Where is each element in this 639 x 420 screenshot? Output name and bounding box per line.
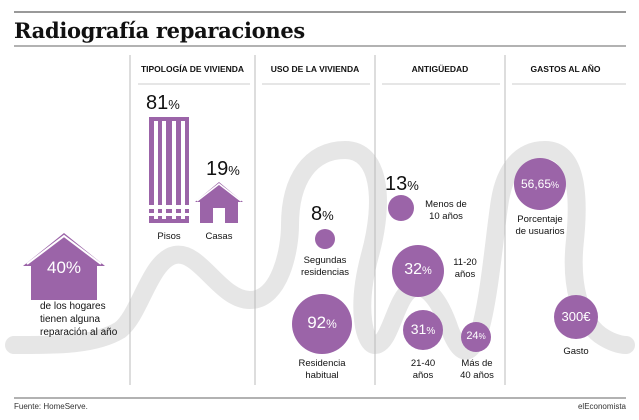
circle-segundas: [315, 229, 335, 249]
building-icon: [149, 117, 189, 223]
usuarios-label: Porcentaje de usuarios: [515, 214, 565, 237]
brand-logo: elEconomista: [577, 402, 626, 411]
segundas-label: Segundas residencias: [300, 255, 350, 278]
gasto-label: Gasto: [563, 346, 589, 357]
pisos-label: Pisos: [157, 231, 181, 242]
r11-20-label: 11-20 años: [453, 257, 477, 280]
circle-11-20: [392, 245, 444, 297]
habitual-label: Residencia habitual: [298, 358, 346, 381]
segundas-value: 8%: [311, 203, 334, 225]
circle-habitual: [292, 294, 352, 354]
header-tipologia: TIPOLOGÍA DE VIVIENDA: [140, 64, 245, 74]
menos10-value: 13%: [385, 173, 419, 195]
mas40-label: Más de 40 años: [460, 358, 494, 381]
circle-usuarios: [514, 158, 566, 210]
house-icon: [195, 182, 243, 223]
house-icon: [23, 233, 105, 300]
pisos-value: 81%: [146, 92, 180, 114]
casas-label: Casas: [205, 231, 233, 242]
gasto-value: 300€: [561, 309, 591, 324]
usuarios-value: 56,65%: [520, 177, 560, 191]
casas-value: 19%: [206, 158, 240, 180]
circle-mas40: [461, 322, 491, 352]
r21-40-label: 21-40 años: [410, 358, 436, 381]
menos10-label: Menos de 10 años: [425, 199, 467, 222]
circle-gasto: [554, 295, 598, 339]
mas40-value: 24%: [466, 330, 486, 342]
circle-21-40: [403, 310, 443, 350]
header-gastos: GASTOS AL AÑO: [530, 64, 601, 74]
chart-title: Radiografía reparaciones: [14, 18, 305, 43]
r21-40-value: 31%: [410, 321, 436, 337]
intro-value: 40%: [46, 258, 82, 277]
habitual-value: 92%: [307, 313, 337, 332]
header-uso: USO DE LA VIVIENDA: [270, 64, 360, 74]
header-antiguedad: ANTIGÜEDAD: [411, 64, 469, 74]
intro-text: de los hogares tienen alguna reparación …: [40, 301, 118, 338]
r11-20-value: 32%: [404, 261, 432, 278]
circle-menos10: [388, 195, 414, 221]
source-note: Fuente: HomeServe.: [14, 402, 88, 411]
